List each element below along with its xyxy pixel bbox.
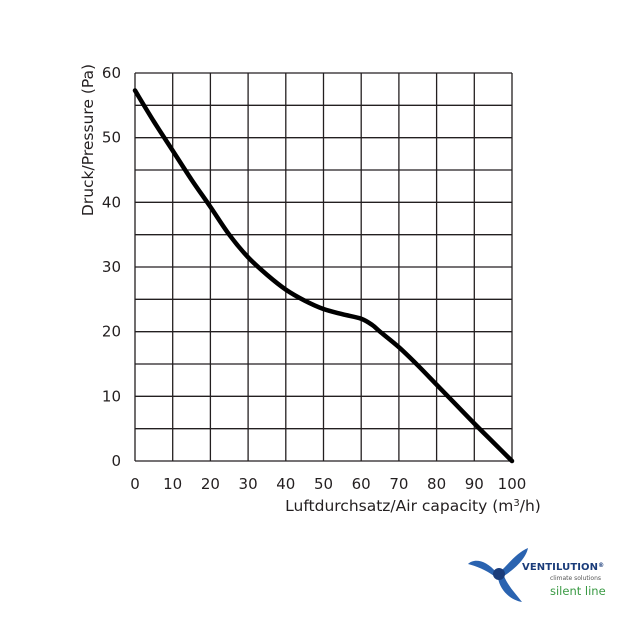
x-tick-label: 100 xyxy=(498,475,527,493)
fan-icon xyxy=(468,548,528,602)
y-tick-label: 30 xyxy=(102,258,121,276)
x-tick-label: 60 xyxy=(352,475,371,493)
x-tick-label: 30 xyxy=(239,475,258,493)
logo-name: VENTILUTION® xyxy=(522,562,605,573)
x-tick-label: 40 xyxy=(276,475,295,493)
x-tick-label: 80 xyxy=(427,475,446,493)
y-tick-label: 20 xyxy=(102,323,121,341)
x-tick-label: 10 xyxy=(163,475,182,493)
y-tick-label: 60 xyxy=(102,64,121,82)
x-tick-label: 20 xyxy=(201,475,220,493)
tick-labels: 0 10 20 30 40 50 60 70 80 90 100 0 10 20 30 40 50 60 xyxy=(102,64,526,493)
y-axis-label: Druck/Pressure (Pa) xyxy=(79,64,97,216)
x-tick-label: 0 xyxy=(130,475,140,493)
x-tick-label: 70 xyxy=(389,475,408,493)
x-axis-label: Luftdurchsatz/Air capacity (m3/h) xyxy=(285,497,541,515)
y-tick-label: 40 xyxy=(102,193,121,211)
ventilution-logo: VENTILUTION® climate solutions silent li… xyxy=(466,540,616,610)
logo-tagline: climate solutions xyxy=(550,575,601,582)
x-tick-label: 50 xyxy=(314,475,333,493)
x-tick-label: 90 xyxy=(465,475,484,493)
logo-product-line: silent line xyxy=(550,584,606,598)
pressure-curve-line xyxy=(132,88,515,464)
y-tick-label: 0 xyxy=(111,452,121,470)
y-tick-label: 50 xyxy=(102,129,121,147)
y-tick-label: 10 xyxy=(102,387,121,405)
